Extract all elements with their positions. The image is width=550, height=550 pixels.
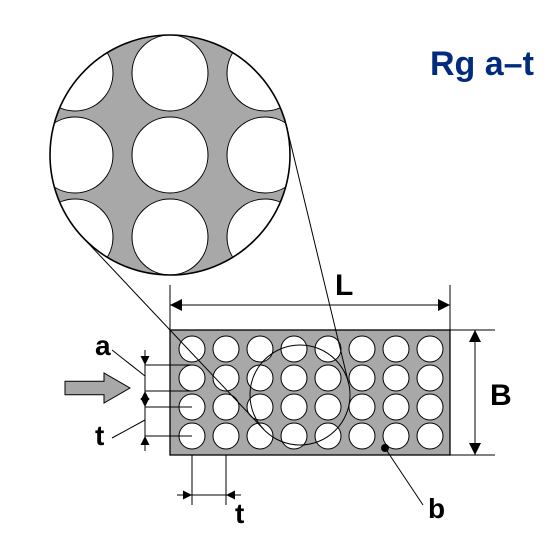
label-t-horizontal: t <box>235 498 244 529</box>
dimension-B <box>450 330 495 455</box>
plate-hole <box>213 336 239 362</box>
magnifier-hole <box>37 35 113 111</box>
plate-hole <box>315 394 341 420</box>
magnifier-hole <box>227 199 303 275</box>
plate-hole <box>247 423 273 449</box>
plate-hole <box>315 365 341 391</box>
plate-hole <box>281 336 307 362</box>
magnifier-hole <box>132 117 208 193</box>
magnifier-view <box>37 30 303 280</box>
label-B: B <box>490 379 512 412</box>
magnifier-hole <box>132 199 208 275</box>
plate-hole <box>179 365 205 391</box>
plate-hole <box>281 394 307 420</box>
plate-hole <box>417 423 443 449</box>
perforated-plate <box>170 330 450 455</box>
plate-hole <box>383 394 409 420</box>
magnifier-hole <box>37 117 113 193</box>
dimension-t-horizontal <box>177 455 241 505</box>
magnifier-hole <box>227 117 303 193</box>
plate-hole <box>349 365 375 391</box>
magnifier-hole <box>37 199 113 275</box>
plate-hole <box>417 365 443 391</box>
direction-arrow-icon <box>65 373 130 403</box>
plate-hole <box>247 336 273 362</box>
label-b: b <box>428 493 445 524</box>
magnifier-hole <box>227 35 303 111</box>
plate-hole <box>213 423 239 449</box>
plate-hole <box>383 365 409 391</box>
dimension-L <box>170 285 450 330</box>
plate-hole <box>349 423 375 449</box>
plate-hole <box>417 394 443 420</box>
plate-hole <box>383 336 409 362</box>
title-label: Rg a–t <box>430 45 534 83</box>
label-t-vertical: t <box>95 420 104 451</box>
plate-hole <box>349 336 375 362</box>
label-L: L <box>335 269 353 302</box>
plate-hole <box>213 394 239 420</box>
plate-hole <box>417 336 443 362</box>
plate-hole <box>213 365 239 391</box>
magnifier-hole <box>132 35 208 111</box>
plate-hole <box>349 394 375 420</box>
plate-hole <box>179 336 205 362</box>
label-a: a <box>95 330 111 361</box>
plate-hole <box>281 365 307 391</box>
